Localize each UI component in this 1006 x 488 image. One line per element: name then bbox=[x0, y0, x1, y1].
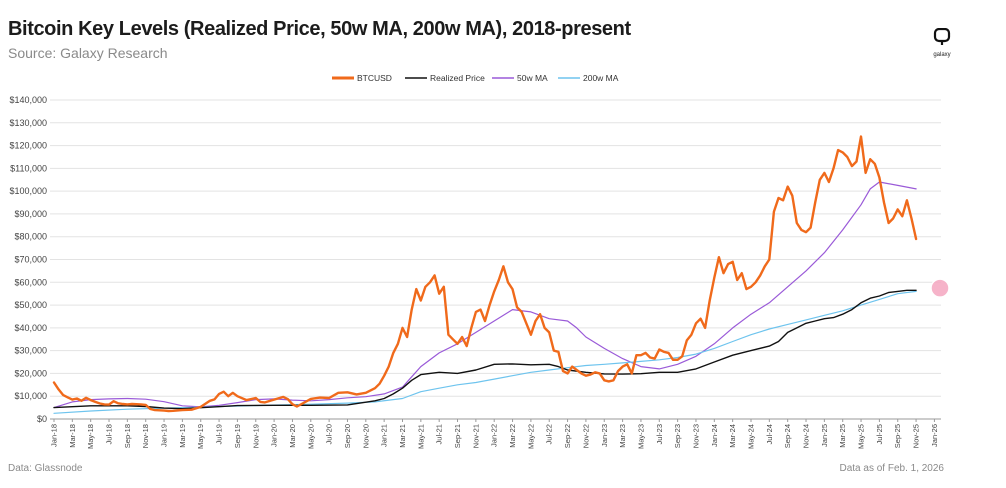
x-tick-label: Jul-25 bbox=[875, 424, 884, 444]
y-tick-label: $30,000 bbox=[14, 346, 47, 356]
x-tick-label: Mar-19 bbox=[178, 424, 187, 448]
y-tick-label: $60,000 bbox=[14, 277, 47, 287]
y-tick-label: $90,000 bbox=[14, 209, 47, 219]
series-line-btcusd bbox=[52, 135, 918, 413]
x-tick-label: Sep-20 bbox=[343, 424, 352, 448]
x-tick-label: Mar-25 bbox=[838, 424, 847, 448]
x-tick-label: Sep-24 bbox=[783, 424, 792, 448]
x-tick-label: Sep-22 bbox=[563, 424, 572, 448]
data-date-note: Data as of Feb. 1, 2026 bbox=[839, 463, 944, 474]
data-source-note: Data: Glassnode bbox=[8, 463, 83, 474]
x-tick-label: Mar-20 bbox=[288, 424, 297, 448]
x-tick-label: Mar-18 bbox=[68, 424, 77, 448]
x-tick-label: Jan-25 bbox=[820, 424, 829, 447]
x-tick-label: Jan-26 bbox=[930, 424, 939, 447]
x-tick-label: Jan-22 bbox=[490, 424, 499, 447]
galaxy-logo: galaxy bbox=[928, 27, 956, 58]
x-tick-label: Nov-19 bbox=[251, 424, 260, 448]
x-tick-label: Sep-19 bbox=[233, 424, 242, 448]
x-tick-label: Jul-24 bbox=[765, 424, 774, 444]
y-tick-label: $140,000 bbox=[9, 95, 47, 105]
x-tick-label: Jan-21 bbox=[380, 424, 389, 447]
x-tick-label: Nov-24 bbox=[802, 424, 811, 448]
y-tick-label: $130,000 bbox=[9, 118, 47, 128]
x-tick-label: May-23 bbox=[636, 424, 645, 449]
x-tick-label: Mar-22 bbox=[508, 424, 517, 448]
x-tick-label: Jul-19 bbox=[215, 424, 224, 444]
x-tick-label: Mar-23 bbox=[618, 424, 627, 448]
chart-title: Bitcoin Key Levels (Realized Price, 50w … bbox=[8, 18, 631, 40]
y-axis: $0 $10,000 $20,000 $30,000 $40,000 $50,000 $60… bbox=[9, 95, 47, 424]
x-tick-label: Jan-18 bbox=[50, 424, 59, 447]
x-tick-label: Sep-25 bbox=[893, 424, 902, 448]
x-tick-label: Nov-23 bbox=[691, 424, 700, 448]
x-tick-label: Jan-24 bbox=[710, 424, 719, 447]
y-tick-label: $80,000 bbox=[14, 232, 47, 242]
x-tick-label: Jul-22 bbox=[545, 424, 554, 444]
x-tick-label: Nov-20 bbox=[361, 424, 370, 448]
chart-subtitle: Source: Galaxy Research bbox=[8, 45, 168, 61]
x-tick-label: May-24 bbox=[746, 424, 755, 449]
legend-label: BTCUSD bbox=[357, 73, 392, 83]
y-tick-label: $70,000 bbox=[14, 255, 47, 265]
x-axis: Jan-18 Mar-18 May-18 Jul-18 Sep-18 Nov-18 Jan-… bbox=[50, 419, 939, 449]
legend: BTCUSD Realized Price 50w MA 200w MA bbox=[332, 73, 619, 83]
y-tick-label: $0 bbox=[37, 414, 47, 424]
x-tick-label: Nov-22 bbox=[581, 424, 590, 448]
legend-label: Realized Price bbox=[430, 73, 485, 83]
y-tick-label: $110,000 bbox=[10, 163, 47, 173]
x-tick-label: May-19 bbox=[196, 424, 205, 449]
x-tick-label: Jul-23 bbox=[655, 424, 664, 444]
x-tick-label: Jul-21 bbox=[435, 424, 444, 444]
x-tick-label: Sep-18 bbox=[123, 424, 132, 448]
series-layer bbox=[52, 135, 918, 414]
y-tick-label: $40,000 bbox=[14, 323, 47, 333]
y-tick-label: $10,000 bbox=[14, 391, 47, 401]
series-line-realized-price bbox=[53, 289, 917, 410]
x-tick-label: May-21 bbox=[416, 424, 425, 449]
series-line-200w-ma bbox=[53, 290, 917, 414]
x-tick-label: Jan-23 bbox=[600, 424, 609, 447]
x-tick-label: Sep-23 bbox=[673, 424, 682, 448]
x-tick-label: May-22 bbox=[526, 424, 535, 449]
x-tick-label: May-20 bbox=[306, 424, 315, 449]
legend-label: 50w MA bbox=[517, 73, 548, 83]
x-tick-label: Mar-21 bbox=[398, 424, 407, 448]
highlight-layer bbox=[930, 278, 950, 298]
x-tick-label: Mar-24 bbox=[728, 424, 737, 448]
legend-label: 200w MA bbox=[583, 73, 619, 83]
x-tick-label: May-18 bbox=[86, 424, 95, 449]
gridlines bbox=[50, 99, 941, 420]
logo-wordmark: galaxy bbox=[933, 52, 951, 58]
y-tick-label: $50,000 bbox=[14, 300, 47, 310]
x-tick-label: Nov-25 bbox=[912, 424, 921, 448]
x-tick-label: Jul-20 bbox=[325, 424, 334, 444]
x-tick-label: Sep-21 bbox=[453, 424, 462, 448]
series-line-50w-ma bbox=[53, 181, 917, 409]
y-tick-label: $20,000 bbox=[14, 368, 47, 378]
y-tick-label: $120,000 bbox=[9, 141, 47, 151]
x-tick-label: Jan-19 bbox=[160, 424, 169, 447]
x-tick-label: Jan-20 bbox=[270, 424, 279, 447]
x-tick-label: May-25 bbox=[857, 424, 866, 449]
y-tick-label: $100,000 bbox=[9, 186, 47, 196]
galaxy-logo-icon bbox=[933, 27, 951, 45]
x-tick-label: Nov-21 bbox=[471, 424, 480, 448]
x-tick-label: Jul-18 bbox=[105, 424, 114, 444]
x-tick-label: Nov-18 bbox=[141, 424, 150, 448]
highlight-marker bbox=[930, 278, 950, 298]
